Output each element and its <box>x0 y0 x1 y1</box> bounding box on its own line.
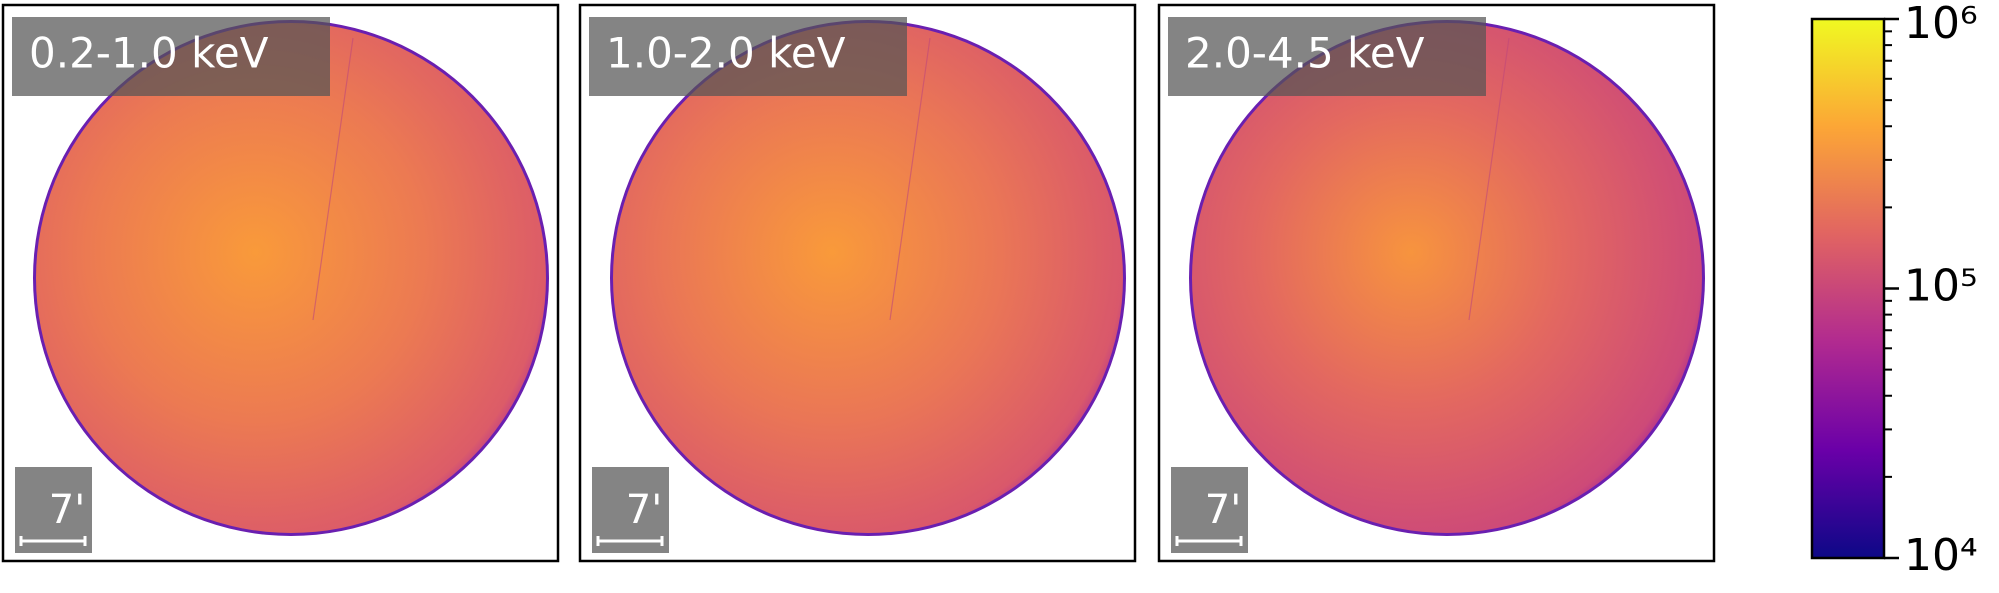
image-panel: 1.0-2.0 keV 7' <box>578 3 1137 563</box>
detector-gap <box>889 37 931 321</box>
disk-image <box>613 23 1123 533</box>
scale-bar-box <box>15 467 92 553</box>
scale-bar <box>596 536 664 546</box>
disk-image <box>36 23 546 533</box>
image-panel: 0.2-1.0 keV 7' <box>1 3 560 563</box>
scale-bar-box <box>592 467 669 553</box>
colorbar-tick-label: 10⁵ <box>1904 261 1978 312</box>
scale-bar <box>1175 536 1243 546</box>
panel-border <box>578 3 1137 563</box>
scale-bar-label: 7' <box>49 487 85 533</box>
label-box <box>1168 17 1486 96</box>
detector-gap <box>312 37 354 321</box>
label-box <box>589 17 907 96</box>
detector-gap <box>1468 37 1510 321</box>
scale-bar-label: 7' <box>626 487 662 533</box>
band-label: 0.2-1.0 keV <box>29 29 269 78</box>
band-label: 1.0-2.0 keV <box>606 29 846 78</box>
disk-image <box>1192 23 1702 533</box>
image-panel: 2.0-4.5 keV 7' <box>1157 3 1716 563</box>
label-box <box>12 17 330 96</box>
scale-bar-box <box>1171 467 1248 553</box>
scale-bar <box>19 536 87 546</box>
panel-border <box>1 3 560 563</box>
colorbar <box>1810 17 1886 560</box>
panel-border <box>1157 3 1716 563</box>
band-label: 2.0-4.5 keV <box>1185 29 1425 78</box>
colorbar-tick-label: 10⁴ <box>1904 530 1978 581</box>
scale-bar-label: 7' <box>1205 487 1241 533</box>
colorbar-tick-label: 10⁶ <box>1904 0 1978 49</box>
